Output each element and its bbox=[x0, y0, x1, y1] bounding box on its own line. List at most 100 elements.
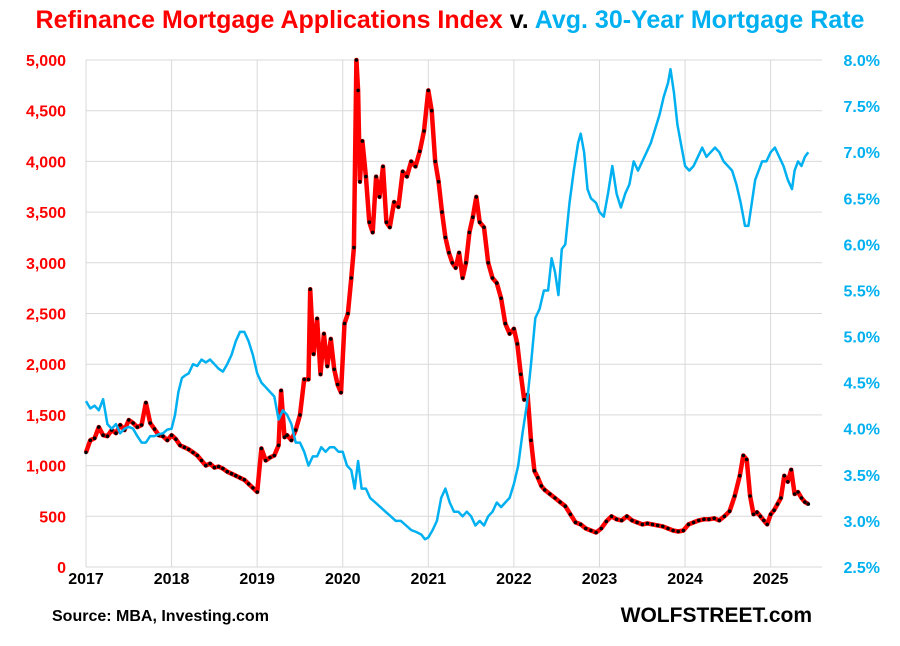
refinance-data-point bbox=[722, 514, 727, 519]
refinance-data-point bbox=[779, 496, 783, 500]
refinance-data-point bbox=[457, 250, 461, 255]
title-refinance: Refinance Mortgage Applications Index bbox=[35, 6, 503, 34]
source-note: Source: MBA, Investing.com bbox=[52, 608, 269, 625]
refinance-data-point bbox=[495, 281, 499, 285]
refinance-data-point bbox=[568, 512, 573, 517]
refinance-data-point bbox=[717, 518, 722, 523]
y-left-tick-label: 3,000 bbox=[26, 256, 66, 273]
refinance-data-point bbox=[358, 179, 362, 184]
refinance-data-point bbox=[522, 397, 526, 402]
y-right-tick-label: 7.0% bbox=[844, 145, 880, 162]
refinance-data-point bbox=[429, 108, 434, 113]
refinance-data-point bbox=[609, 514, 614, 519]
refinance-data-point bbox=[765, 522, 769, 527]
refinance-data-point bbox=[329, 337, 333, 341]
x-tick-label: 2017 bbox=[68, 571, 104, 588]
refinance-data-point bbox=[352, 245, 356, 250]
refinance-data-point bbox=[707, 517, 711, 522]
refinance-data-point bbox=[573, 520, 578, 525]
refinance-data-point bbox=[443, 235, 448, 240]
refinance-data-point bbox=[666, 526, 670, 531]
x-tick-label: 2021 bbox=[411, 571, 447, 588]
refinance-data-point bbox=[84, 450, 88, 455]
refinance-data-point bbox=[405, 174, 409, 179]
refinance-data-point bbox=[532, 468, 537, 473]
refinance-data-point bbox=[503, 321, 508, 326]
refinance-data-point bbox=[490, 276, 495, 280]
refinance-data-point bbox=[97, 425, 101, 429]
refinance-data-point bbox=[311, 352, 316, 356]
refinance-data-point bbox=[139, 423, 144, 427]
refinance-data-point bbox=[251, 486, 255, 490]
x-tick-label: 2024 bbox=[667, 571, 703, 588]
y-right-tick-label: 5.0% bbox=[844, 330, 880, 347]
refinance-data-point bbox=[453, 266, 458, 270]
refinance-data-point bbox=[686, 522, 691, 527]
refinance-data-point bbox=[396, 205, 401, 209]
y-right-tick-label: 8.0% bbox=[844, 53, 880, 70]
refinance-data-point bbox=[548, 492, 552, 496]
chart-title: Refinance Mortgage Applications Index v.… bbox=[0, 6, 900, 35]
y-left-tick-label: 4,000 bbox=[26, 154, 66, 171]
refinance-data-point bbox=[388, 225, 392, 230]
refinance-data-point bbox=[276, 443, 281, 448]
refinance-data-point bbox=[806, 502, 811, 506]
refinance-data-point bbox=[440, 210, 444, 214]
refinance-data-point bbox=[246, 482, 251, 486]
y-left-tick-label: 1,500 bbox=[26, 408, 66, 425]
refinance-data-point bbox=[727, 509, 732, 513]
refinance-data-point bbox=[635, 520, 639, 525]
refinance-data-point bbox=[335, 382, 340, 387]
refinance-data-point bbox=[563, 504, 568, 509]
refinance-data-point bbox=[697, 518, 701, 523]
refinance-data-point bbox=[507, 332, 512, 336]
refinance-data-point bbox=[426, 88, 431, 93]
refinance-data-point bbox=[758, 514, 763, 519]
refinance-data-point bbox=[302, 377, 307, 382]
y-right-tick-label: 2.5% bbox=[844, 560, 880, 577]
mortgage-rate-line bbox=[84, 67, 810, 541]
x-tick-label: 2025 bbox=[753, 571, 789, 588]
title-mortgage-rate: Avg. 30-Year Mortgage Rate bbox=[534, 6, 865, 34]
refinance-data-point bbox=[661, 524, 665, 529]
refinance-data-point bbox=[135, 425, 140, 429]
refinance-data-point bbox=[182, 445, 187, 450]
refinance-data-point bbox=[374, 174, 378, 179]
refinance-data-point bbox=[152, 427, 157, 431]
refinance-data-point bbox=[482, 225, 486, 230]
refinance-data-point bbox=[625, 514, 629, 519]
refinance-data-point bbox=[536, 476, 540, 480]
refinance-data-point bbox=[339, 390, 343, 395]
refinance-data-point bbox=[229, 471, 234, 476]
refinance-data-point bbox=[553, 496, 557, 500]
refinance-data-point bbox=[101, 433, 105, 438]
refinance-data-point bbox=[346, 311, 350, 316]
refinance-data-point bbox=[775, 502, 780, 506]
refinance-data-point bbox=[594, 530, 598, 535]
y-left-tick-label: 0 bbox=[57, 560, 66, 577]
refinance-data-point bbox=[640, 522, 645, 527]
refinance-data-point bbox=[298, 413, 302, 417]
refinance-data-point bbox=[349, 276, 354, 280]
refinance-data-point bbox=[792, 492, 797, 496]
refinance-data-point bbox=[786, 480, 790, 484]
y-right-tick-label: 6.5% bbox=[844, 191, 880, 208]
refinance-data-point bbox=[315, 316, 319, 321]
refinance-data-point bbox=[354, 58, 359, 62]
x-tick-label: 2022 bbox=[496, 571, 532, 588]
refinance-data-point bbox=[212, 465, 217, 470]
x-tick-label: 2020 bbox=[325, 571, 361, 588]
refinance-data-point bbox=[199, 458, 204, 463]
brand-label: WOLFSTREET.com bbox=[620, 604, 812, 627]
refinance-data-point bbox=[782, 473, 787, 478]
refinance-data-point bbox=[342, 321, 347, 326]
title-separator: v. bbox=[509, 6, 529, 34]
refinance-data-point bbox=[589, 528, 593, 533]
refinance-data-point bbox=[768, 512, 773, 517]
refinance-data-point bbox=[92, 436, 97, 441]
refinance-data-point bbox=[381, 164, 385, 169]
refinance-data-point bbox=[255, 490, 259, 494]
refinance-data-point bbox=[272, 453, 277, 458]
refinance-data-point bbox=[676, 529, 680, 534]
